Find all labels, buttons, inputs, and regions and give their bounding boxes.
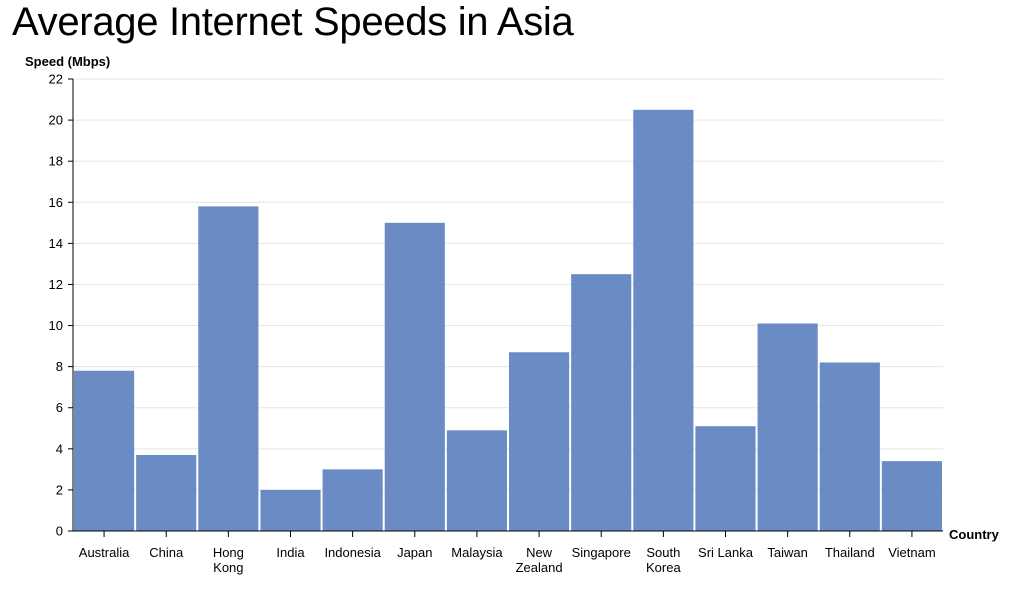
x-tick-label: Indonesia xyxy=(324,545,381,560)
x-tick-label: Vietnam xyxy=(888,545,935,560)
bar-singapore xyxy=(571,274,632,531)
bar-australia xyxy=(74,370,135,531)
bar-japan xyxy=(384,222,445,531)
bar-hong-kong xyxy=(198,206,259,531)
x-axis-title: Country xyxy=(949,527,1000,542)
x-tick-label: Thailand xyxy=(825,545,875,560)
bar-new-zealand xyxy=(509,352,570,531)
x-tick-label: Kong xyxy=(213,560,243,575)
chart-title: Average Internet Speeds in Asia xyxy=(12,0,574,44)
bar-sri-lanka xyxy=(695,426,756,531)
y-tick-label: 22 xyxy=(49,72,63,87)
bar-taiwan xyxy=(757,323,818,531)
y-axis-title: Speed (Mbps) xyxy=(25,54,110,69)
bar-india xyxy=(260,489,321,531)
x-tick-label: Hong xyxy=(213,545,244,560)
y-tick-label: 2 xyxy=(56,482,63,497)
y-tick-label: 12 xyxy=(49,277,63,292)
y-tick-label: 6 xyxy=(56,400,63,415)
y-axis-ticks: 0 2 4 6 8 10 12 14 16 18 20 22 xyxy=(49,72,73,539)
x-tick-label: China xyxy=(149,545,184,560)
x-tick-label: Japan xyxy=(397,545,432,560)
x-tick-label: Malaysia xyxy=(451,545,503,560)
y-tick-label: 4 xyxy=(56,441,63,456)
x-tick-label: Australia xyxy=(79,545,130,560)
y-tick-label: 18 xyxy=(49,154,63,169)
x-tick-label: Singapore xyxy=(572,545,631,560)
x-tick-label: Korea xyxy=(646,560,681,575)
y-tick-label: 10 xyxy=(49,318,63,333)
y-tick-label: 0 xyxy=(56,524,63,539)
x-tick-label: Sri Lanka xyxy=(698,545,754,560)
y-tick-label: 16 xyxy=(49,195,63,210)
bar-malaysia xyxy=(446,430,507,531)
bar-indonesia xyxy=(322,469,383,531)
bar-vietnam xyxy=(881,461,942,531)
bar-thailand xyxy=(819,362,880,531)
x-tick-label: Zealand xyxy=(516,560,563,575)
x-tick-label: Taiwan xyxy=(767,545,807,560)
x-tick-label: India xyxy=(276,545,305,560)
bar-china xyxy=(136,454,197,531)
bar-south-korea xyxy=(633,109,694,532)
bars xyxy=(74,109,942,532)
y-tick-label: 8 xyxy=(56,359,63,374)
axes xyxy=(72,79,943,532)
y-tick-label: 14 xyxy=(49,236,63,251)
x-tick-label: South xyxy=(646,545,680,560)
y-tick-label: 20 xyxy=(49,113,63,128)
x-tick-label: New xyxy=(526,545,553,560)
